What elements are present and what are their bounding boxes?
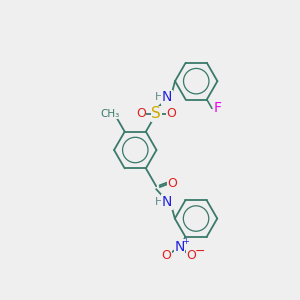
Text: H: H	[155, 92, 164, 102]
Text: S: S	[151, 106, 161, 121]
Text: O: O	[168, 177, 178, 190]
Text: F: F	[213, 101, 221, 116]
Text: N: N	[162, 90, 172, 104]
Text: N: N	[162, 195, 172, 209]
Text: +: +	[183, 237, 190, 246]
Text: N: N	[174, 240, 185, 254]
Text: O: O	[161, 249, 171, 262]
Text: O: O	[186, 249, 196, 262]
Text: O: O	[167, 107, 176, 120]
Text: H: H	[154, 197, 163, 207]
Text: −: −	[194, 245, 205, 258]
Text: CH₃: CH₃	[100, 109, 119, 118]
Text: O: O	[136, 107, 146, 120]
